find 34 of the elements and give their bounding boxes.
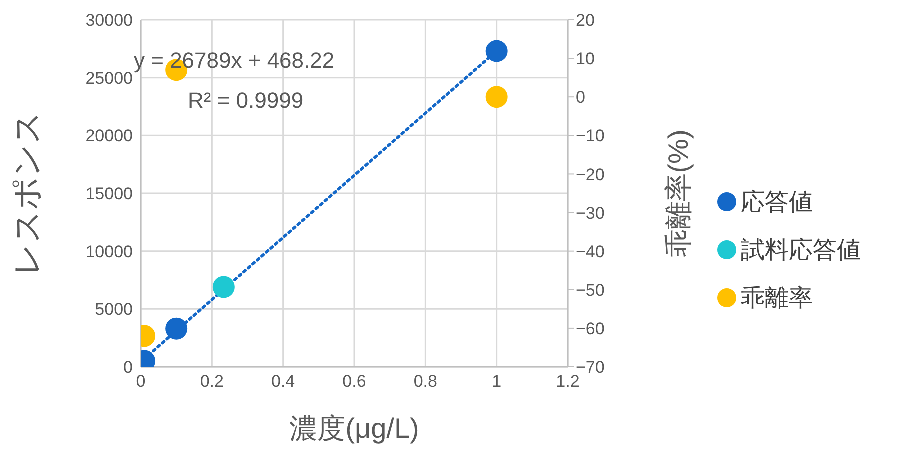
y-tick-label: 15000 <box>86 184 133 204</box>
y-tick-label: 10000 <box>86 242 133 262</box>
x-tick-label: 0.2 <box>200 372 224 392</box>
legend-label: 応答値 <box>741 188 813 218</box>
y2-tick-label: −40 <box>576 242 605 262</box>
legend-label: 乖離率 <box>741 284 813 314</box>
x-axis-title: 濃度(μg/L) <box>290 413 420 444</box>
y2-tick-label: −30 <box>576 204 605 223</box>
y-axis-title: レスポンス <box>8 111 44 276</box>
x-tick-label: 1.2 <box>556 372 580 392</box>
y2-tick-label: −20 <box>576 165 605 184</box>
y2-tick-label: 0 <box>576 88 586 108</box>
y2-tick-label: −10 <box>576 126 605 146</box>
y2-tick-label: −60 <box>576 319 605 338</box>
y-tick-label: 5000 <box>95 300 133 320</box>
y2-tick-label: 20 <box>576 11 595 30</box>
x-tick-label: 0.8 <box>414 372 438 392</box>
x-tick-label: 0.4 <box>272 372 296 392</box>
x-tick-label: 0 <box>136 372 146 392</box>
x-tick-label: 0.6 <box>342 372 366 392</box>
y-tick-label: 25000 <box>86 68 133 88</box>
y-tick-label: 20000 <box>86 126 133 146</box>
annotation: y = 26789x + 468.22 <box>134 48 335 74</box>
annotation: R² = 0.9999 <box>188 88 304 114</box>
point <box>212 276 235 298</box>
y-tick-label: 30000 <box>86 11 133 30</box>
y-tick-label: 0 <box>124 358 133 378</box>
x-tick-label: 1 <box>492 372 502 392</box>
point <box>166 318 188 340</box>
point <box>486 40 508 62</box>
legend-label: 試料応答値 <box>741 236 861 266</box>
y2-tick-label: 10 <box>576 50 595 69</box>
y2-axis-title: 乖離率(%) <box>662 130 694 258</box>
y2-tick-label: −50 <box>576 280 605 300</box>
